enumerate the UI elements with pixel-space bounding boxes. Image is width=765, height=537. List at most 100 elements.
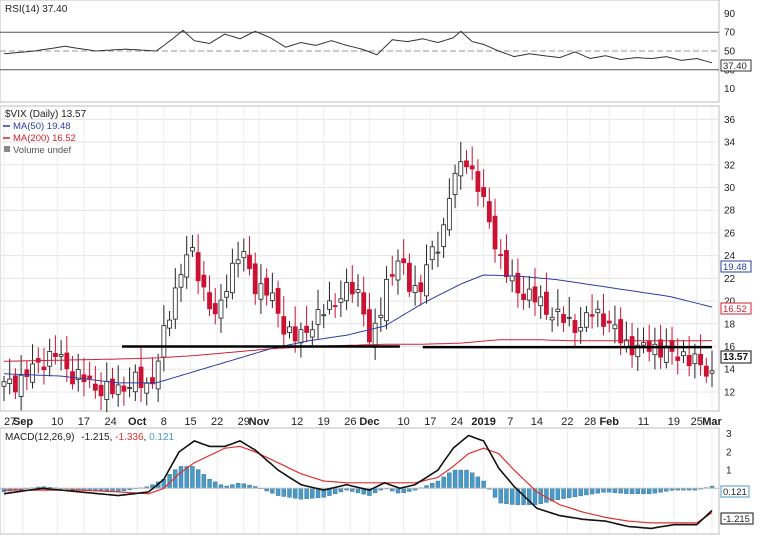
macd-hist-bar bbox=[658, 488, 663, 493]
x-axis-label: 25 bbox=[691, 416, 703, 428]
macd-hist-bar bbox=[355, 488, 361, 494]
candle-body bbox=[292, 326, 298, 342]
macd-hist-bar bbox=[178, 466, 184, 489]
x-axis-label: 7 bbox=[507, 416, 513, 428]
candle-body bbox=[583, 312, 589, 328]
ma200-tag-box bbox=[720, 302, 752, 315]
x-axis-label: 27 bbox=[4, 416, 16, 428]
candle-body bbox=[98, 384, 104, 397]
x-axis-label: 10 bbox=[398, 416, 410, 428]
candle-body bbox=[441, 224, 447, 247]
macd-hist-bar bbox=[213, 481, 218, 489]
macd-hist-bar bbox=[635, 488, 640, 494]
candle-body bbox=[412, 285, 418, 294]
macd-hist-bar bbox=[544, 488, 549, 503]
macd-hist-bar bbox=[372, 488, 378, 494]
candle-body bbox=[618, 319, 624, 344]
candle-body bbox=[361, 292, 367, 315]
candle-body bbox=[532, 286, 538, 303]
rsi-label: RSI(14) 37.40 bbox=[5, 4, 68, 15]
price-tick-label: 24 bbox=[724, 251, 736, 262]
legend-ma200: MA(200) 16.52 bbox=[13, 133, 76, 144]
macd-hist-bar bbox=[235, 483, 241, 489]
candle-body bbox=[395, 260, 401, 281]
macd-hist-bar bbox=[207, 478, 212, 489]
candle-body bbox=[178, 274, 184, 288]
macd-hist-bar bbox=[304, 488, 309, 499]
rsi-panel: 9070503010 RSI(14) 37.40 37.40 bbox=[0, 0, 752, 103]
candle-body bbox=[18, 374, 24, 397]
price-tick-label: 18 bbox=[724, 319, 736, 330]
macd-tick-label: 2 bbox=[726, 447, 732, 458]
candle-body bbox=[629, 336, 635, 356]
macd-hist-bar bbox=[555, 488, 561, 500]
candle-body bbox=[452, 172, 458, 196]
candle-body bbox=[406, 262, 412, 292]
rsi-tick-label: 70 bbox=[724, 28, 736, 39]
candle-body bbox=[275, 288, 281, 314]
candle-body bbox=[104, 380, 110, 400]
rsi-tick-label: 50 bbox=[724, 47, 736, 58]
macd-hist-bar bbox=[190, 466, 195, 489]
macd-hist-bar bbox=[452, 469, 458, 489]
candle-body bbox=[544, 291, 549, 315]
macd-hist-bar bbox=[292, 488, 298, 499]
candle-body bbox=[492, 215, 498, 250]
price-tick-label: 20 bbox=[724, 297, 736, 308]
candle-body bbox=[589, 314, 595, 317]
candle-body bbox=[229, 262, 235, 294]
candle-body bbox=[464, 160, 469, 168]
ma50-line bbox=[3, 274, 713, 384]
macd-hist-bar bbox=[601, 488, 606, 493]
candle-body bbox=[309, 329, 315, 338]
x-axis-label: 17 bbox=[78, 416, 90, 428]
macd-hist-bar bbox=[435, 480, 441, 489]
candle-body bbox=[241, 251, 247, 259]
candle-body bbox=[87, 375, 93, 379]
candle-body bbox=[172, 287, 178, 320]
macd-hist-bar bbox=[218, 484, 224, 489]
candle-body bbox=[269, 292, 275, 301]
candle-body bbox=[218, 299, 224, 319]
price-tag-box bbox=[720, 350, 752, 364]
x-axis-label: 29 bbox=[238, 416, 250, 428]
candle-body bbox=[566, 316, 572, 319]
candle-body bbox=[195, 252, 201, 282]
macd-hist-bar bbox=[646, 488, 652, 494]
macd-hist-bar bbox=[538, 488, 543, 504]
x-axis-label: 11 bbox=[638, 416, 649, 428]
candle-body bbox=[1, 381, 7, 387]
candle-body bbox=[64, 352, 70, 370]
candle-body bbox=[572, 320, 578, 333]
x-axis-label: Nov bbox=[249, 416, 271, 428]
candle-body bbox=[458, 161, 464, 177]
candle-body bbox=[338, 298, 344, 303]
macd-signal-line bbox=[4, 445, 713, 524]
candle-body bbox=[401, 258, 407, 264]
candle-body bbox=[121, 385, 127, 392]
x-axis-label: 2019 bbox=[471, 416, 495, 428]
macd-hist-bar bbox=[430, 483, 435, 489]
candle-body bbox=[549, 316, 555, 321]
rsi-line bbox=[3, 29, 713, 64]
macd-sep-1: , bbox=[110, 432, 116, 443]
macd-hist-bar bbox=[401, 488, 406, 494]
candle-body bbox=[190, 247, 195, 252]
macd-hist-bar bbox=[561, 488, 566, 499]
macd-hist-bar bbox=[618, 488, 623, 494]
macd-signal-value: -1.336 bbox=[115, 432, 144, 443]
candle-body bbox=[47, 350, 53, 367]
macd-hist-bar bbox=[475, 476, 481, 489]
macd-hist-bar bbox=[195, 469, 201, 489]
macd-hist-value: 0.121 bbox=[149, 432, 174, 443]
macd-hist-bar bbox=[270, 488, 275, 494]
price-tick-label: 28 bbox=[724, 206, 736, 217]
candle-body bbox=[327, 300, 332, 310]
macd-hist-bar bbox=[652, 488, 658, 494]
macd-hist-bar bbox=[332, 488, 338, 494]
price-legend: $VIX (Daily) 13.57 MA(50) 19.48 MA(200) … bbox=[3, 109, 87, 156]
macd-hist-bar bbox=[395, 488, 401, 494]
candle-body bbox=[349, 281, 355, 295]
candle-body bbox=[161, 325, 167, 358]
x-axis-label: 10 bbox=[51, 416, 63, 428]
